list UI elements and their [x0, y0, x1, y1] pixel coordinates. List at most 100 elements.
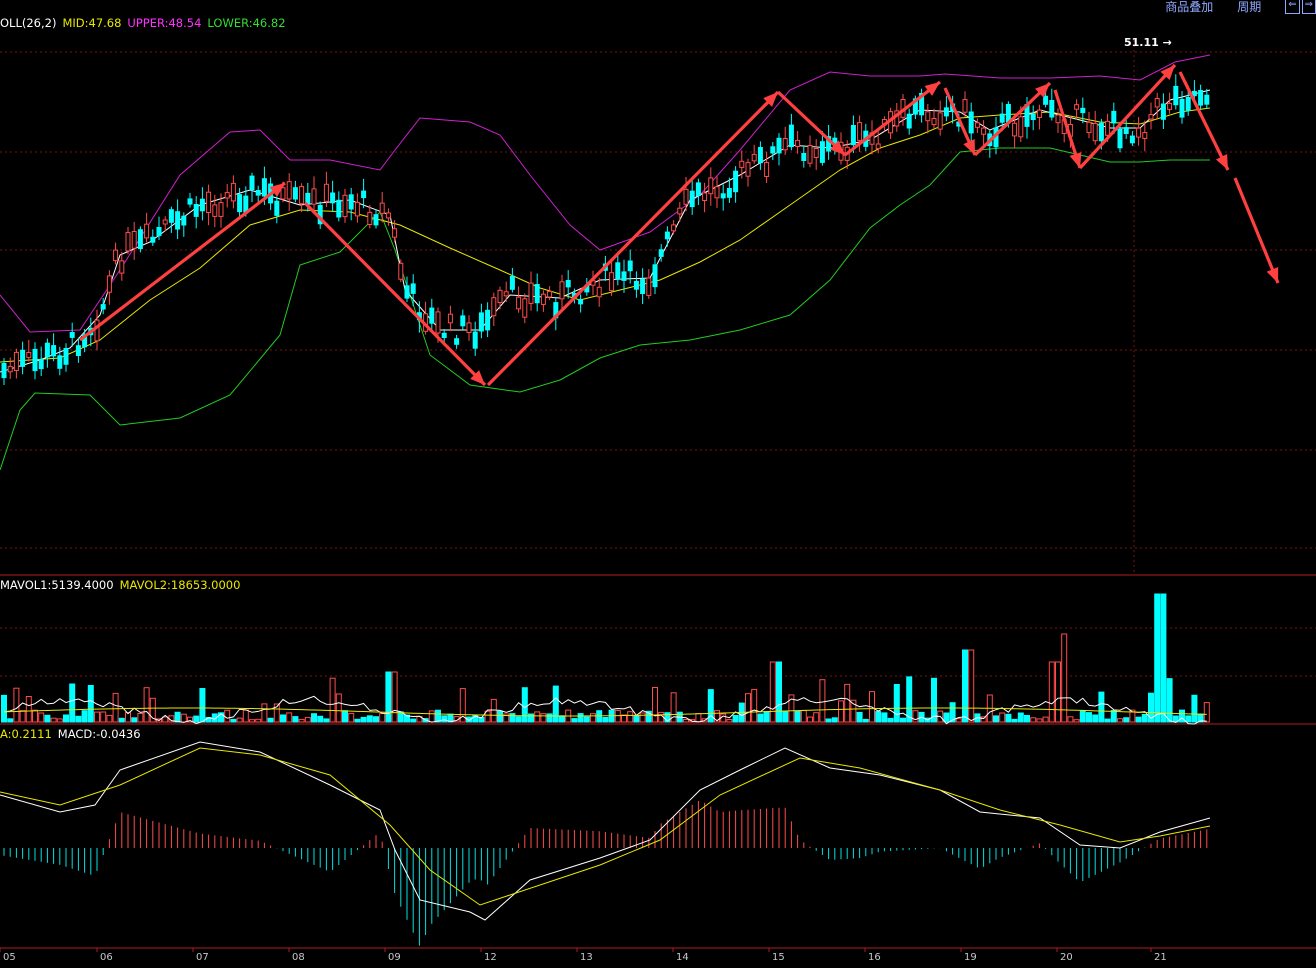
- candle-body: [1, 363, 7, 379]
- volume-bar: [280, 714, 286, 723]
- volume-bar: [497, 710, 503, 723]
- volume-bar: [1117, 718, 1123, 723]
- volume-bar: [149, 697, 156, 723]
- candle-body: [1167, 102, 1173, 110]
- candle-body: [497, 289, 503, 303]
- candle-body: [565, 280, 571, 288]
- mavol1-value: MAVOL1:5139.4000: [0, 578, 114, 592]
- volume-bar: [224, 709, 231, 723]
- volume-bar: [1141, 714, 1148, 723]
- volume-bar: [503, 713, 510, 723]
- candle-body: [503, 291, 509, 297]
- volume-bar: [50, 717, 57, 723]
- candle-body: [361, 190, 367, 199]
- volume-bar: [949, 702, 956, 723]
- volume-bar: [410, 718, 417, 723]
- candle-body: [1129, 135, 1135, 144]
- candle-body: [323, 183, 329, 202]
- candle-body: [528, 282, 534, 304]
- volume-bar: [441, 715, 448, 723]
- candle-body: [299, 186, 305, 205]
- boll-upper-line: [0, 54, 1211, 333]
- candle-body: [813, 148, 819, 158]
- candle-body: [113, 249, 119, 262]
- period-button[interactable]: 周期: [1237, 0, 1262, 14]
- candle-body: [671, 224, 677, 232]
- volume-bar: [887, 717, 894, 723]
- volume-bar: [862, 718, 869, 723]
- candle-body: [13, 351, 19, 371]
- candle-body: [720, 193, 726, 199]
- toolbar: 商品叠加 周期 ⇐ ⇒: [1165, 0, 1316, 14]
- candle-body: [757, 147, 763, 164]
- volume-bar: [670, 692, 677, 723]
- x-tick-label: 09: [388, 952, 401, 963]
- volume-bar: [683, 719, 689, 723]
- volume-bar: [664, 712, 671, 723]
- x-tick-label: 14: [676, 952, 689, 963]
- volume-bar: [745, 693, 751, 723]
- x-tick-label: 21: [1154, 952, 1167, 963]
- volume-bar: [459, 688, 466, 723]
- trend-arrowhead: [1069, 152, 1082, 168]
- volume-bar: [131, 717, 138, 723]
- volume-bar: [261, 703, 268, 723]
- volume-bar: [639, 712, 646, 723]
- candle-body: [150, 236, 156, 243]
- candle-body: [1173, 85, 1179, 106]
- x-tick-label: 20: [1060, 952, 1073, 963]
- candle-body: [286, 181, 292, 200]
- candle-body: [94, 319, 100, 342]
- candle-body: [819, 141, 825, 163]
- overlay-button[interactable]: 商品叠加: [1165, 0, 1214, 14]
- volume-bar: [118, 717, 125, 723]
- candle-body: [187, 198, 193, 205]
- candle-body: [57, 355, 63, 369]
- x-tick-label: 15: [772, 952, 785, 963]
- candle-body: [1030, 113, 1036, 120]
- volume-bar: [1148, 692, 1154, 723]
- volume-bar: [875, 711, 882, 723]
- trend-arrowhead: [924, 82, 940, 96]
- x-tick-label: 07: [196, 952, 209, 963]
- trend-arrowhead: [829, 140, 845, 155]
- boll-upper: UPPER:48.54: [127, 16, 202, 30]
- volume-bar: [112, 692, 119, 723]
- volume-bar: [1123, 717, 1130, 723]
- candle-body: [218, 202, 224, 217]
- trend-arrow: [486, 90, 780, 387]
- macd-dif-line: [0, 741, 1211, 921]
- volume-bar: [751, 688, 758, 723]
- volume-bar: [559, 715, 565, 723]
- candle-body: [144, 223, 150, 239]
- dea-value: A:0.2111: [0, 727, 52, 741]
- candle-body: [243, 195, 249, 213]
- volume-bar: [44, 714, 51, 723]
- volume-bar: [1092, 714, 1099, 723]
- volume-bar: [627, 711, 634, 723]
- candle-body: [509, 275, 515, 290]
- volume-bar: [794, 710, 801, 723]
- boll-lower-line: [0, 147, 1210, 471]
- nav-next-button[interactable]: ⇒: [1301, 0, 1316, 14]
- volume-bar: [900, 717, 906, 723]
- volume-bar: [354, 718, 361, 723]
- candle-body: [708, 177, 714, 195]
- trend-arrow: [973, 81, 1052, 157]
- volume-bar: [255, 718, 262, 723]
- volume-bar: [435, 709, 441, 723]
- candle-body: [1111, 110, 1117, 124]
- volume-bar: [782, 710, 789, 723]
- volume-bar: [1005, 713, 1012, 723]
- nav-prev-button[interactable]: ⇐: [1285, 0, 1300, 14]
- volume-bar: [1135, 716, 1142, 723]
- volume-bar: [732, 715, 739, 723]
- volume-bar: [348, 712, 355, 723]
- candle-body: [255, 190, 261, 196]
- volume-bar: [776, 661, 782, 723]
- volume-bar: [94, 711, 100, 723]
- volume-bar: [1160, 593, 1167, 723]
- volume-bar: [819, 679, 826, 723]
- x-tick-label: 16: [868, 952, 881, 963]
